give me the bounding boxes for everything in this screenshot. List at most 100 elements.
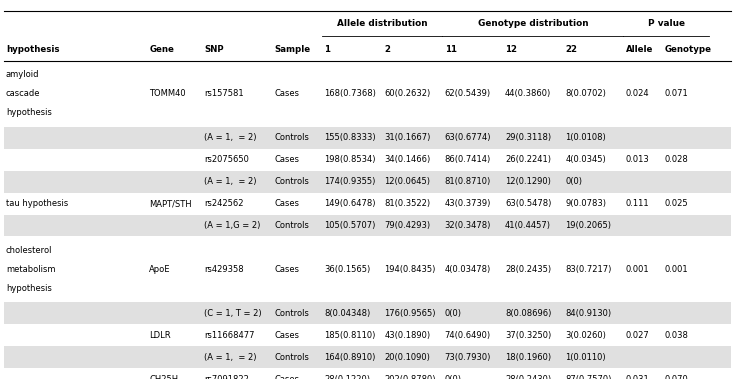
- Text: 0.001: 0.001: [625, 265, 649, 274]
- Text: Controls: Controls: [274, 177, 309, 186]
- Text: hypothesis: hypothesis: [6, 45, 60, 54]
- Text: ApoE: ApoE: [149, 265, 171, 274]
- Text: 28(0.2430): 28(0.2430): [505, 375, 551, 379]
- Text: rs7091822: rs7091822: [204, 375, 249, 379]
- Text: Genotype: Genotype: [664, 45, 711, 54]
- Text: 0.071: 0.071: [664, 89, 688, 98]
- Text: hypothesis: hypothesis: [6, 284, 51, 293]
- Text: 198(0.8534): 198(0.8534): [324, 155, 376, 164]
- Text: 12(0.1290): 12(0.1290): [505, 177, 551, 186]
- Text: 168(0.7368): 168(0.7368): [324, 89, 376, 98]
- Text: cascade: cascade: [6, 89, 40, 98]
- Text: Sample: Sample: [274, 45, 310, 54]
- Text: 3(0.0260): 3(0.0260): [565, 331, 606, 340]
- Text: 1(0.0108): 1(0.0108): [565, 133, 606, 142]
- Text: 60(0.2632): 60(0.2632): [384, 89, 431, 98]
- Text: 0.024: 0.024: [625, 89, 649, 98]
- Text: 9(0.0783): 9(0.0783): [565, 199, 606, 208]
- Text: Controls: Controls: [274, 221, 309, 230]
- Text: 194(0.8435): 194(0.8435): [384, 265, 436, 274]
- Text: Controls: Controls: [274, 133, 309, 142]
- Text: metabolism: metabolism: [6, 265, 55, 274]
- Text: 84(0.9130): 84(0.9130): [565, 309, 612, 318]
- Text: 0.025: 0.025: [664, 199, 688, 208]
- Text: 0.038: 0.038: [664, 331, 688, 340]
- Text: 26(0.2241): 26(0.2241): [505, 155, 551, 164]
- Text: 4(0.0345): 4(0.0345): [565, 155, 606, 164]
- Text: 22: 22: [565, 45, 577, 54]
- Text: 81(0.8710): 81(0.8710): [445, 177, 491, 186]
- Text: hypothesis: hypothesis: [6, 108, 51, 117]
- Text: 29(0.3118): 29(0.3118): [505, 133, 551, 142]
- Text: 83(0.7217): 83(0.7217): [565, 265, 612, 274]
- Text: Cases: Cases: [274, 155, 299, 164]
- Text: 74(0.6490): 74(0.6490): [445, 331, 491, 340]
- Text: LDLR: LDLR: [149, 331, 171, 340]
- Text: Controls: Controls: [274, 353, 309, 362]
- Text: 31(0.1667): 31(0.1667): [384, 133, 431, 142]
- Bar: [4, 215, 731, 236]
- Text: (A = 1,  = 2): (A = 1, = 2): [204, 133, 257, 142]
- Text: rs11668477: rs11668477: [204, 331, 255, 340]
- Text: 43(0.1890): 43(0.1890): [384, 331, 431, 340]
- Text: Cases: Cases: [274, 89, 299, 98]
- Text: 185(0.8110): 185(0.8110): [324, 331, 376, 340]
- Text: 18(0.1960): 18(0.1960): [505, 353, 551, 362]
- Bar: [4, 302, 731, 324]
- Text: 105(0.5707): 105(0.5707): [324, 221, 376, 230]
- Text: 81(0.3522): 81(0.3522): [384, 199, 431, 208]
- Text: Gene: Gene: [149, 45, 174, 54]
- Text: 12(0.0645): 12(0.0645): [384, 177, 431, 186]
- Text: 0.070: 0.070: [664, 375, 688, 379]
- Text: Allele distribution: Allele distribution: [337, 19, 428, 28]
- Text: amyloid: amyloid: [6, 70, 40, 79]
- Text: 155(0.8333): 155(0.8333): [324, 133, 376, 142]
- Text: 34(0.1466): 34(0.1466): [384, 155, 431, 164]
- Text: 20(0.1090): 20(0.1090): [384, 353, 430, 362]
- Text: 73(0.7930): 73(0.7930): [445, 353, 491, 362]
- Text: MAPT/STH: MAPT/STH: [149, 199, 192, 208]
- Text: 44(0.3860): 44(0.3860): [505, 89, 551, 98]
- Text: Cases: Cases: [274, 331, 299, 340]
- Text: 0.013: 0.013: [625, 155, 649, 164]
- Text: 0.111: 0.111: [625, 199, 649, 208]
- Bar: [4, 171, 731, 193]
- Text: 164(0.8910): 164(0.8910): [324, 353, 376, 362]
- Text: 2: 2: [384, 45, 390, 54]
- Text: 0(0): 0(0): [445, 309, 462, 318]
- Text: 86(0.7414): 86(0.7414): [445, 155, 491, 164]
- Text: 43(0.3739): 43(0.3739): [445, 199, 491, 208]
- Text: 11: 11: [445, 45, 456, 54]
- Text: (A = 1,G = 2): (A = 1,G = 2): [204, 221, 261, 230]
- Text: Cases: Cases: [274, 265, 299, 274]
- Text: rs429358: rs429358: [204, 265, 244, 274]
- Bar: [4, 127, 731, 149]
- Text: 62(0.5439): 62(0.5439): [445, 89, 491, 98]
- Text: 36(0.1565): 36(0.1565): [324, 265, 370, 274]
- Bar: [4, 346, 731, 368]
- Text: 41(0.4457): 41(0.4457): [505, 221, 551, 230]
- Text: (C = 1, T = 2): (C = 1, T = 2): [204, 309, 262, 318]
- Text: Cases: Cases: [274, 199, 299, 208]
- Text: (A = 1,  = 2): (A = 1, = 2): [204, 353, 257, 362]
- Text: (A = 1,  = 2): (A = 1, = 2): [204, 177, 257, 186]
- Text: 12: 12: [505, 45, 517, 54]
- Text: 1: 1: [324, 45, 330, 54]
- Text: P value: P value: [648, 19, 685, 28]
- Text: Genotype distribution: Genotype distribution: [478, 19, 588, 28]
- Text: 87(0.7570): 87(0.7570): [565, 375, 612, 379]
- Text: 28(0.2435): 28(0.2435): [505, 265, 551, 274]
- Text: 0.001: 0.001: [664, 265, 688, 274]
- Text: Controls: Controls: [274, 309, 309, 318]
- Text: 0.031: 0.031: [625, 375, 649, 379]
- Text: 32(0.3478): 32(0.3478): [445, 221, 491, 230]
- Text: 4(0.03478): 4(0.03478): [445, 265, 491, 274]
- Text: 8(0.0702): 8(0.0702): [565, 89, 606, 98]
- Text: rs2075650: rs2075650: [204, 155, 249, 164]
- Text: CH25H: CH25H: [149, 375, 179, 379]
- Text: 79(0.4293): 79(0.4293): [384, 221, 431, 230]
- Text: 28(0.1220): 28(0.1220): [324, 375, 370, 379]
- Text: 8(0.04348): 8(0.04348): [324, 309, 370, 318]
- Text: 63(0.6774): 63(0.6774): [445, 133, 491, 142]
- Text: 0(0): 0(0): [565, 177, 582, 186]
